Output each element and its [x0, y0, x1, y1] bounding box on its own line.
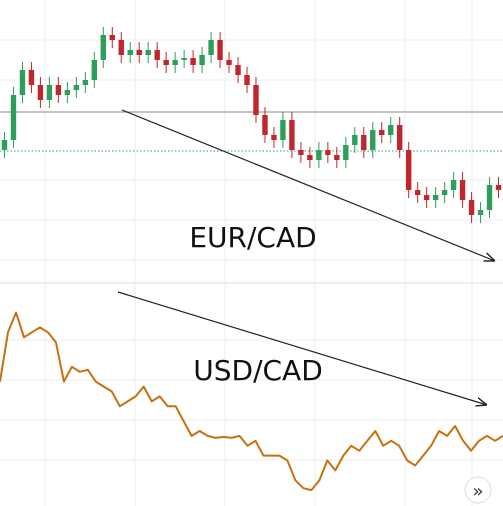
candle-body: [1, 140, 8, 150]
candle-body: [172, 60, 178, 65]
candle-body: [325, 150, 331, 155]
candle-body: [73, 85, 80, 90]
candle-body: [468, 200, 475, 215]
candle-body: [477, 210, 484, 215]
candle-body: [226, 60, 232, 65]
candle-body: [10, 95, 17, 140]
trend-arrow: [117, 291, 487, 405]
candle-body: [280, 120, 286, 140]
marks: [0, 27, 503, 492]
scroll-button[interactable]: [464, 476, 492, 504]
candle-body: [244, 75, 250, 85]
candle-body: [37, 85, 44, 100]
candle-body: [307, 155, 313, 160]
candle-body: [163, 60, 169, 65]
candle-body: [432, 195, 439, 200]
candle-body: [450, 180, 457, 190]
candle-body: [91, 60, 98, 80]
candle-body: [64, 90, 71, 95]
candle-body: [118, 40, 124, 55]
trend-arrow: [121, 109, 495, 261]
candle-body: [262, 115, 268, 135]
candle-body: [109, 35, 115, 40]
candle-body: [55, 85, 62, 95]
candle-body: [289, 120, 295, 150]
candle-body: [28, 70, 35, 85]
candle-body: [370, 130, 376, 150]
candle-body: [352, 135, 358, 145]
candle-body: [459, 180, 466, 200]
candle-body: [441, 190, 448, 195]
candle-body: [136, 50, 142, 55]
pair-label: USD/CAD: [193, 354, 323, 387]
price-line: [0, 311, 503, 492]
candle-body: [82, 80, 89, 85]
candle-body: [423, 195, 430, 200]
candle-body: [253, 85, 259, 115]
candle-body: [190, 58, 196, 65]
candle-body: [154, 50, 160, 60]
scroll-button-icon[interactable]: »: [472, 481, 483, 502]
candle-body: [334, 155, 340, 160]
candle-body: [361, 135, 367, 150]
candle-body: [298, 150, 304, 155]
candle-body: [343, 145, 349, 160]
candle-body: [405, 150, 412, 190]
candle-body: [217, 40, 223, 60]
candle-body: [397, 125, 403, 150]
candle-body: [19, 70, 26, 95]
candle-body: [271, 135, 277, 140]
candle-body: [495, 185, 502, 190]
candle-body: [100, 35, 106, 60]
candle-body: [208, 40, 214, 55]
pair-label: EUR/CAD: [189, 221, 316, 254]
candle-body: [181, 58, 187, 60]
candle-body: [145, 50, 151, 55]
candle-body: [127, 50, 133, 55]
candle-body: [486, 185, 493, 210]
candle-body: [199, 55, 205, 65]
candle-body: [388, 125, 394, 135]
candle-body: [379, 130, 385, 135]
candle-body: [46, 85, 53, 100]
candle-body: [316, 150, 322, 160]
candle-body: [235, 65, 241, 75]
candle-body: [414, 190, 421, 195]
